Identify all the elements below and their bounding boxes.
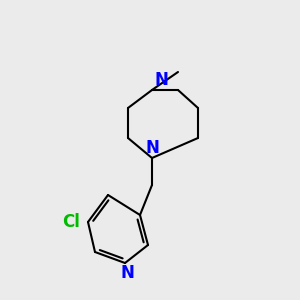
Text: N: N xyxy=(145,139,159,157)
Text: Cl: Cl xyxy=(62,213,80,231)
Text: N: N xyxy=(155,71,169,89)
Text: N: N xyxy=(120,264,134,282)
